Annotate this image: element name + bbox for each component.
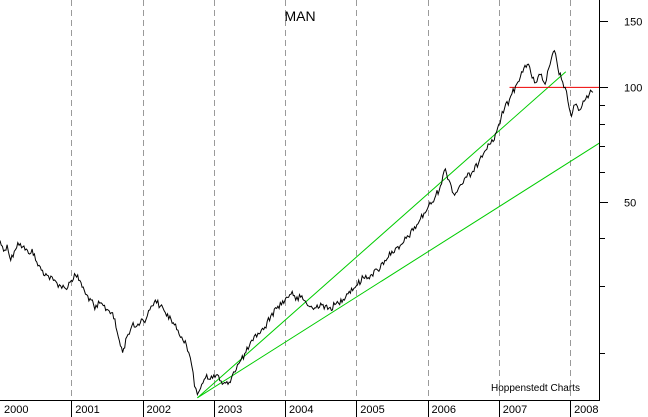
- y-tick-label: 100: [624, 83, 642, 95]
- uptrend-line-shallow: [197, 142, 601, 399]
- year-label: 2007: [503, 404, 527, 416]
- y-axis: 150 100 50: [600, 17, 642, 354]
- year-label: 2006: [432, 404, 456, 416]
- year-gridlines: [71, 0, 571, 400]
- price-series-line: [0, 49, 594, 397]
- trend-lines: [197, 71, 601, 399]
- watermark-text: Hoppenstedt Charts: [491, 383, 580, 394]
- year-label: 2004: [289, 404, 313, 416]
- year-label: 2005: [360, 404, 384, 416]
- year-label: 2000: [4, 404, 28, 416]
- chart-title: MAN: [284, 8, 315, 24]
- year-label: 2002: [147, 404, 171, 416]
- x-axis: 2000 2001 2002 2003 2004 2005 2006 2007 2008: [4, 400, 599, 417]
- year-label: 2003: [218, 404, 242, 416]
- uptrend-line-steep: [197, 71, 567, 399]
- year-label: 2008: [574, 404, 598, 416]
- year-label: 2001: [75, 404, 99, 416]
- y-tick-label: 50: [624, 198, 636, 210]
- y-tick-label: 150: [624, 17, 642, 29]
